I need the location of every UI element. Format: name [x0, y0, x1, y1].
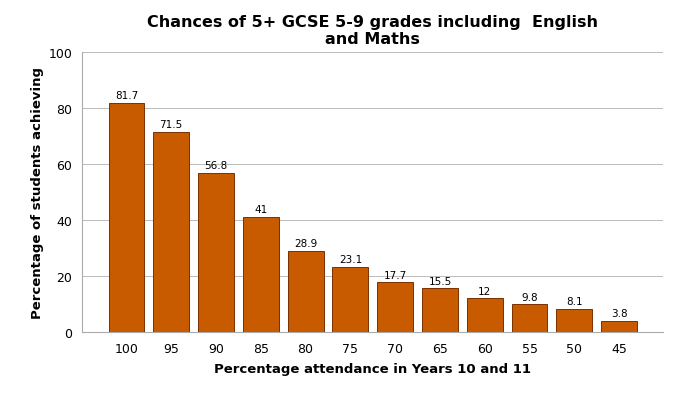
Bar [601, 322, 637, 332]
Text: 41: 41 [254, 205, 267, 215]
Text: 23.1: 23.1 [339, 255, 362, 265]
Text: 17.7: 17.7 [384, 270, 407, 280]
Text: 71.5: 71.5 [159, 119, 183, 130]
Bar [109, 104, 144, 332]
Text: 56.8: 56.8 [205, 161, 228, 171]
Bar [332, 268, 368, 332]
Text: 8.1: 8.1 [566, 297, 583, 307]
Bar [467, 298, 503, 332]
Bar [198, 173, 234, 332]
Bar [243, 217, 278, 332]
Title: Chances of 5+ GCSE 5-9 grades including  English
and Maths: Chances of 5+ GCSE 5-9 grades including … [147, 15, 598, 47]
Text: 81.7: 81.7 [115, 91, 138, 101]
Y-axis label: Percentage of students achieving: Percentage of students achieving [31, 67, 44, 318]
Text: 15.5: 15.5 [428, 276, 451, 286]
Bar [288, 252, 324, 332]
Bar [422, 289, 458, 332]
Bar [153, 132, 189, 332]
Bar [556, 309, 592, 332]
Text: 28.9: 28.9 [294, 239, 317, 249]
Bar [378, 283, 413, 332]
Text: 3.8: 3.8 [611, 309, 627, 319]
Text: 12: 12 [478, 286, 491, 296]
Bar [512, 305, 547, 332]
X-axis label: Percentage attendance in Years 10 and 11: Percentage attendance in Years 10 and 11 [214, 362, 531, 375]
Text: 9.8: 9.8 [521, 292, 538, 302]
